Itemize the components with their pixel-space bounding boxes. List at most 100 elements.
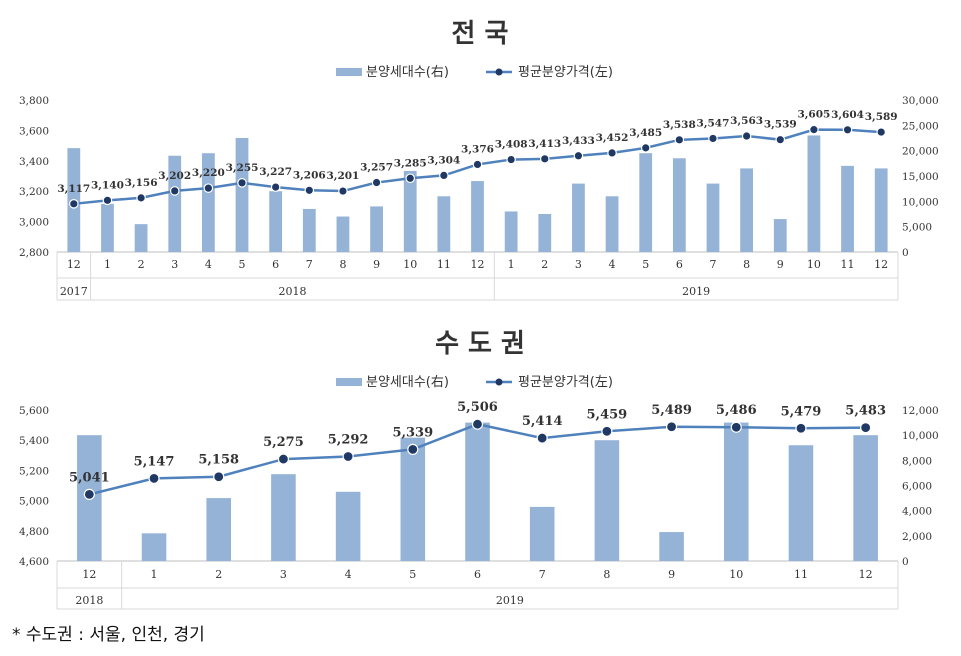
chart1-price-marker — [338, 186, 348, 196]
chart2-price-data-label: 5,041 — [69, 470, 110, 485]
chart2-price-data-label: 5,275 — [263, 435, 304, 450]
chart1-price-marker — [708, 133, 718, 144]
chart1-x-tick: 6 — [676, 258, 683, 271]
chart1-price-data-label: 3,376 — [461, 143, 494, 155]
chart2-x-tick: 4 — [345, 568, 352, 581]
chart2-price-marker — [148, 472, 160, 485]
chart2-bar — [529, 506, 555, 561]
chart2-left-tick: 5,000 — [19, 496, 49, 508]
chart1-left-tick: 3,600 — [19, 125, 49, 137]
chart1-price-marker — [842, 124, 853, 135]
chart2-price-marker — [213, 471, 225, 483]
chart1-price-data-label: 3,452 — [596, 132, 629, 144]
chart1-price-marker — [270, 182, 281, 192]
chart1-bar — [841, 165, 854, 252]
chart2-legend-bar-swatch — [336, 378, 362, 386]
chart1-x-tick: 12 — [874, 258, 888, 271]
chart1-x-tick: 1 — [508, 258, 515, 271]
chart1-price-data-label: 3,604 — [831, 109, 864, 121]
chart2-x-tick: 1 — [151, 568, 158, 581]
chart2-price-marker — [536, 432, 548, 444]
chart1-bar — [639, 153, 653, 252]
chart1-price-data-label: 3,257 — [360, 162, 393, 174]
chart1-price-marker — [237, 178, 247, 188]
chart1-price-marker — [102, 195, 113, 206]
chart2-price-data-label: 5,506 — [457, 400, 498, 415]
chart1-left-tick: 3,200 — [19, 186, 49, 198]
chart2-x-tick: 10 — [729, 568, 743, 581]
chart1-bar — [605, 196, 619, 252]
chart1-bar — [370, 206, 383, 252]
chart1-bar — [538, 214, 552, 252]
chart1-price-marker — [371, 177, 382, 188]
chart2-price-data-label: 5,486 — [716, 403, 757, 418]
chart1-price-marker — [640, 143, 651, 153]
chart2-x-tick: 6 — [474, 568, 481, 581]
chart2-bar — [400, 437, 426, 561]
chart1-x-tick: 7 — [306, 258, 313, 271]
chart1-price-marker — [573, 150, 584, 161]
chart1-left-tick: 3,800 — [19, 95, 49, 107]
chart2-right-tick: 8,000 — [902, 455, 932, 467]
chart2-price-marker — [277, 453, 290, 465]
chart2-price-data-label: 5,459 — [587, 407, 628, 422]
chart2-price-data-label: 5,158 — [198, 453, 239, 468]
chart1-right-tick: 5,000 — [902, 222, 932, 234]
chart1-price-data-label: 3,117 — [57, 183, 90, 195]
chart1-right-tick: 30,000 — [902, 95, 939, 107]
chart2-price-data-label: 5,489 — [651, 403, 692, 418]
chart1-x-tick: 1 — [104, 258, 111, 271]
chart1-right-tick: 15,000 — [902, 171, 939, 183]
chart2-bar — [465, 422, 490, 561]
chart1-legend-line-label: 평균분양가격(左) — [518, 65, 613, 80]
chart1-x-tick: 4 — [609, 258, 616, 271]
chart2-bar — [723, 422, 749, 561]
chart2-price-marker — [601, 425, 613, 437]
chart1-bar — [773, 219, 787, 252]
chart2-price-marker — [860, 422, 872, 434]
chart2-left-tick: 5,200 — [19, 465, 49, 477]
chart2-price-marker — [471, 418, 484, 430]
chart1-bar — [235, 138, 249, 252]
chart1-price-marker — [472, 159, 483, 170]
chart1-price-data-label: 3,206 — [293, 169, 326, 181]
chart1-price-marker — [69, 199, 79, 209]
chart1-x-tick: 6 — [272, 258, 279, 271]
chart1-x-tick: 9 — [777, 258, 784, 271]
chart2-price-data-label: 5,414 — [522, 414, 563, 429]
chart1-price-marker — [405, 173, 416, 184]
chart2-right-tick: 6,000 — [902, 481, 932, 493]
chart1-price-marker — [439, 170, 449, 181]
chart1-title: 전 국 — [452, 19, 509, 49]
chart1-bar — [706, 183, 720, 252]
chart1-price-data-label: 3,220 — [192, 167, 225, 179]
chart2-bar — [659, 532, 684, 561]
chart1-price-marker — [136, 193, 146, 203]
chart1-year-label: 2017 — [60, 285, 88, 298]
chart2-year-label: 2018 — [75, 594, 103, 607]
chart2-x-tick: 12 — [859, 568, 873, 581]
chart1-price-data-label: 3,156 — [125, 177, 158, 189]
chart1-bar — [101, 203, 114, 252]
chart1-price-marker — [169, 186, 180, 196]
chart2-bar — [788, 445, 814, 561]
chart1-bar — [740, 168, 754, 252]
chart2-legend-line-label: 평균분양가격(左) — [518, 375, 613, 390]
chart1-right-tick: 25,000 — [902, 120, 939, 132]
chart1-bar — [168, 155, 182, 252]
chart1-left-tick: 3,000 — [19, 217, 49, 229]
chart1-bar — [471, 181, 484, 252]
chart1-x-tick: 2 — [541, 258, 548, 271]
chart1-x-tick: 10 — [403, 258, 417, 271]
chart1-x-tick: 8 — [339, 258, 346, 271]
chart1-price-data-label: 3,563 — [730, 115, 763, 127]
chart1-price-marker — [876, 127, 886, 137]
chart1-right-tick: 0 — [902, 247, 909, 259]
chart1-x-tick: 10 — [807, 258, 821, 271]
chart1-price-data-label: 3,589 — [865, 111, 898, 123]
chart2-price-marker — [407, 443, 419, 456]
chart1-x-tick: 4 — [205, 258, 212, 271]
chart1-legend-line-marker — [495, 68, 503, 76]
chart1-year-label: 2019 — [682, 285, 710, 298]
chart2-right-tick: 2,000 — [902, 531, 932, 543]
